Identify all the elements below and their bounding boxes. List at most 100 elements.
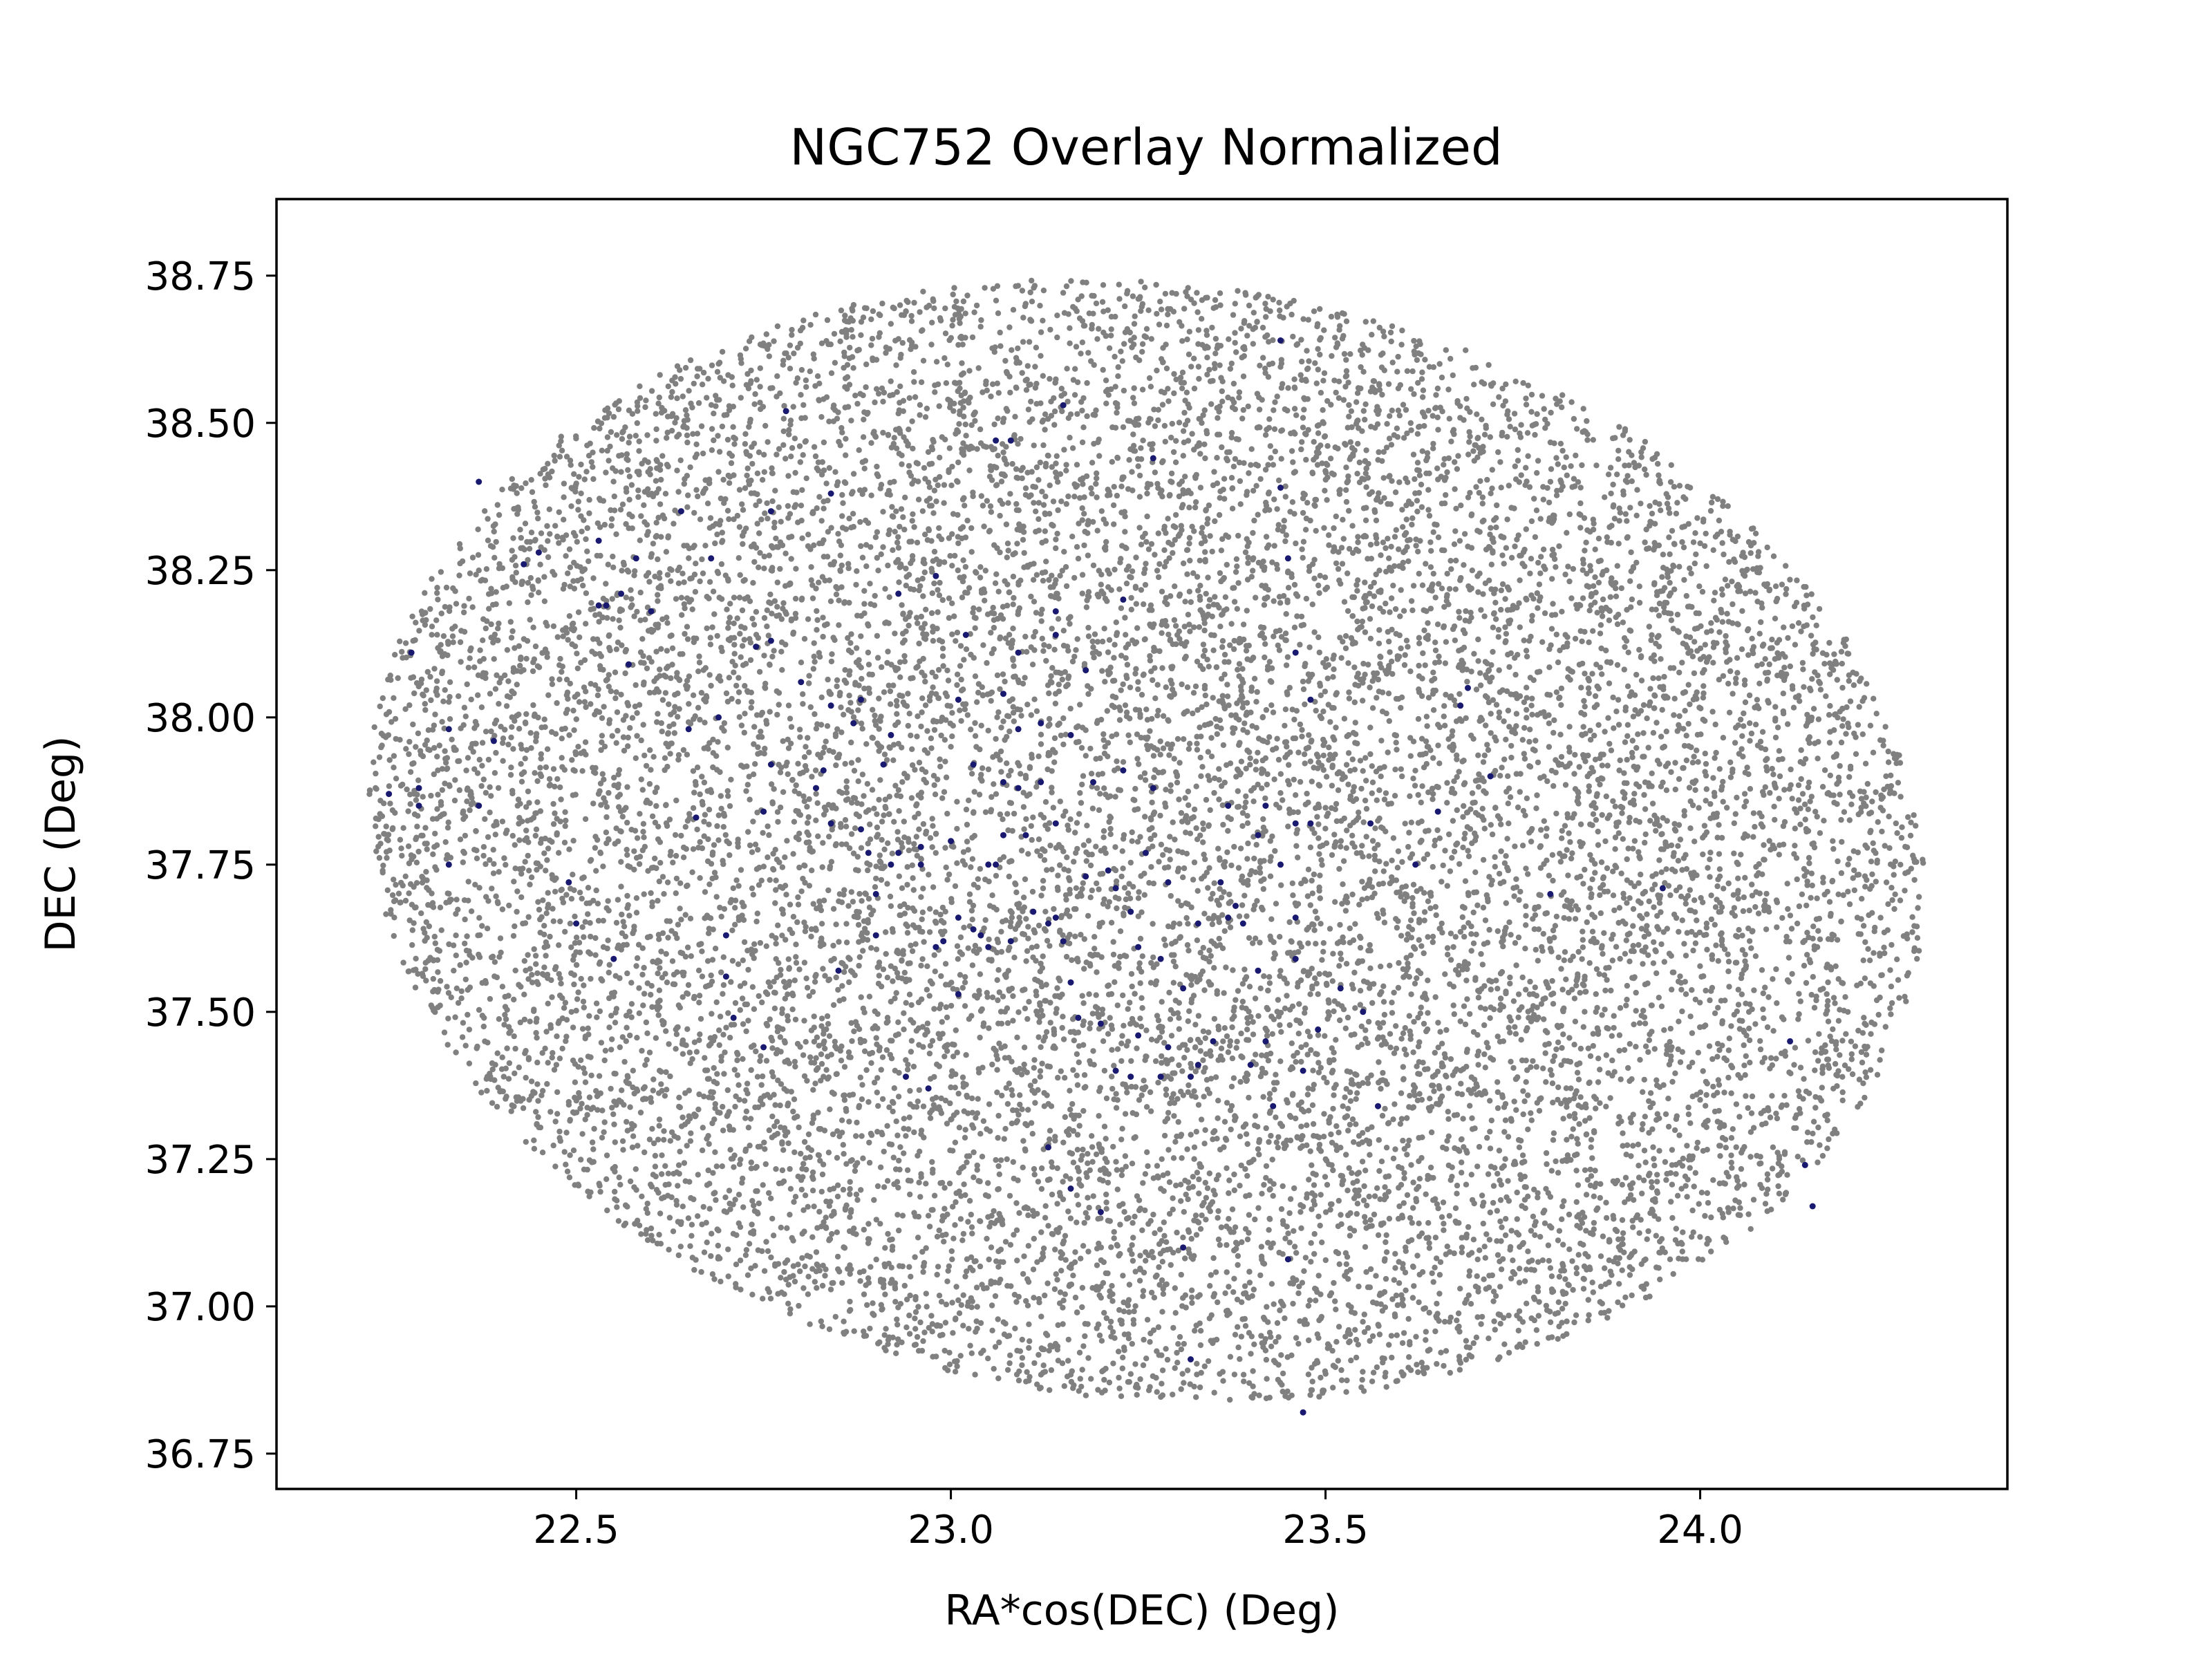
field-star-point <box>541 598 548 604</box>
field-star-point <box>918 379 925 386</box>
field-star-point <box>960 298 967 305</box>
field-star-point <box>1473 484 1479 490</box>
field-star-point <box>1485 362 1492 368</box>
field-star-point <box>1620 836 1626 842</box>
field-star-point <box>738 722 745 729</box>
field-star-point <box>1255 781 1261 788</box>
field-star-point <box>1228 862 1235 869</box>
field-star-point <box>717 904 723 911</box>
field-star-point <box>836 622 842 628</box>
field-star-point <box>744 465 751 471</box>
field-star-point <box>768 1254 774 1261</box>
field-star-point <box>848 739 854 746</box>
field-star-point <box>1521 751 1527 757</box>
field-star-point <box>821 897 827 903</box>
field-star-point <box>1340 1103 1346 1109</box>
field-star-point <box>1201 1363 1208 1369</box>
field-star-point <box>1847 698 1854 704</box>
field-star-point <box>1511 505 1517 512</box>
field-star-point <box>1231 1371 1238 1378</box>
field-star-point <box>487 995 494 1002</box>
field-star-point <box>1710 547 1716 553</box>
field-star-point <box>1045 1223 1051 1229</box>
field-star-point <box>1409 1219 1416 1226</box>
field-star-point <box>1201 852 1207 858</box>
field-star-point <box>420 753 427 760</box>
field-star-point <box>1338 1377 1345 1383</box>
field-star-point <box>379 695 386 702</box>
field-star-point <box>1507 794 1514 800</box>
field-star-point <box>910 511 916 517</box>
field-star-point <box>964 1092 970 1099</box>
field-star-point <box>1319 1239 1325 1246</box>
field-star-point <box>1055 507 1061 514</box>
field-star-point <box>1212 518 1218 525</box>
field-star-point <box>1062 1291 1069 1297</box>
field-star-point <box>474 855 480 862</box>
field-star-point <box>610 616 616 622</box>
field-star-point <box>1286 1239 1293 1246</box>
field-star-point <box>714 531 720 538</box>
field-star-point <box>1266 1138 1272 1145</box>
field-star-point <box>1170 1324 1177 1331</box>
field-star-point <box>1244 656 1250 662</box>
field-star-point <box>1266 659 1273 665</box>
field-star-point <box>926 1050 933 1057</box>
field-star-point <box>433 678 440 684</box>
field-star-point <box>1450 728 1456 734</box>
field-star-point <box>1268 702 1275 709</box>
field-star-point <box>1363 484 1369 490</box>
field-star-point <box>1304 1051 1311 1058</box>
field-star-point <box>751 621 758 628</box>
field-star-point <box>525 976 532 982</box>
field-star-point <box>1013 466 1020 472</box>
field-star-point <box>597 552 603 559</box>
field-star-point <box>1454 807 1460 814</box>
field-star-point <box>1265 294 1271 300</box>
field-star-point <box>1287 1196 1294 1202</box>
field-star-point <box>667 751 673 757</box>
field-star-point <box>838 584 845 590</box>
field-star-point <box>594 520 601 527</box>
field-star-point <box>698 690 705 696</box>
field-star-point <box>1301 751 1308 758</box>
field-star-point <box>1561 915 1567 921</box>
field-star-point <box>797 1268 803 1275</box>
field-star-point <box>1297 1318 1303 1324</box>
field-star-point <box>1561 465 1567 471</box>
field-star-point <box>1219 388 1226 395</box>
field-star-point <box>1159 630 1165 636</box>
field-star-point <box>1634 487 1640 493</box>
field-star-point <box>1821 661 1828 667</box>
field-star-point <box>1602 838 1609 845</box>
field-star-point <box>1047 1127 1053 1134</box>
field-star-point <box>1613 709 1620 715</box>
field-star-point <box>444 984 450 990</box>
field-star-point <box>1570 1126 1576 1132</box>
field-star-point <box>659 729 665 735</box>
field-star-point <box>1015 441 1021 447</box>
field-star-point <box>522 859 528 865</box>
field-star-point <box>1476 489 1482 496</box>
field-star-point <box>806 749 812 756</box>
field-star-point <box>534 509 541 516</box>
field-star-point <box>740 1056 746 1062</box>
field-star-point <box>907 1292 913 1299</box>
field-star-point <box>742 1252 749 1259</box>
field-star-point <box>1330 734 1336 740</box>
field-star-point <box>1000 816 1006 823</box>
field-star-point <box>1347 925 1353 932</box>
field-star-point <box>743 1247 750 1253</box>
field-star-point <box>1389 1000 1395 1006</box>
field-star-point <box>1118 1393 1125 1400</box>
field-star-point <box>491 554 498 561</box>
field-star-point <box>1201 1094 1207 1100</box>
field-star-point <box>1346 507 1352 514</box>
field-star-point <box>1252 1216 1258 1223</box>
field-star-point <box>1217 624 1224 630</box>
field-star-point <box>722 1049 728 1056</box>
field-star-point <box>805 814 812 821</box>
field-star-point <box>442 839 449 845</box>
field-star-point <box>1246 984 1253 990</box>
